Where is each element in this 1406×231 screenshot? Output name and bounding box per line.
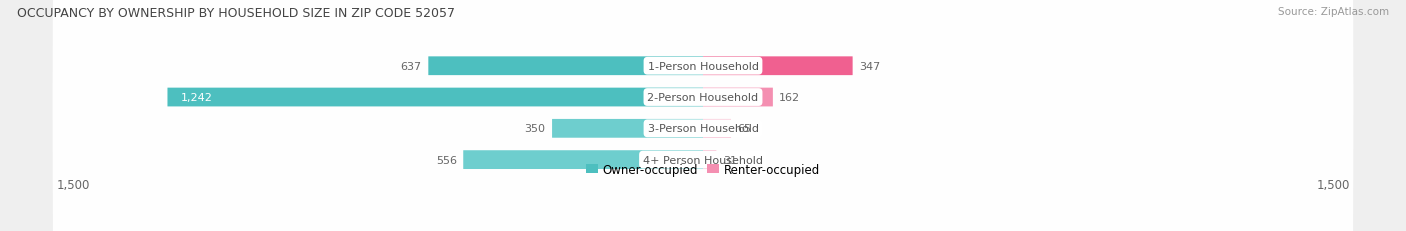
FancyBboxPatch shape	[703, 57, 852, 76]
FancyBboxPatch shape	[53, 0, 1353, 231]
FancyBboxPatch shape	[53, 0, 1353, 231]
Text: 2-Person Household: 2-Person Household	[647, 93, 759, 103]
Text: 3-Person Household: 3-Person Household	[648, 124, 758, 134]
Text: 556: 556	[436, 155, 457, 165]
Text: 1,242: 1,242	[180, 93, 212, 103]
Text: Source: ZipAtlas.com: Source: ZipAtlas.com	[1278, 7, 1389, 17]
FancyBboxPatch shape	[463, 151, 703, 169]
Text: 65: 65	[738, 124, 751, 134]
Text: 1,500: 1,500	[56, 178, 90, 191]
FancyBboxPatch shape	[553, 119, 703, 138]
Text: 1-Person Household: 1-Person Household	[648, 61, 758, 71]
FancyBboxPatch shape	[53, 0, 1353, 231]
Legend: Owner-occupied, Renter-occupied: Owner-occupied, Renter-occupied	[581, 159, 825, 181]
Text: 637: 637	[401, 61, 422, 71]
FancyBboxPatch shape	[703, 88, 773, 107]
FancyBboxPatch shape	[429, 57, 703, 76]
FancyBboxPatch shape	[703, 119, 731, 138]
Text: OCCUPANCY BY OWNERSHIP BY HOUSEHOLD SIZE IN ZIP CODE 52057: OCCUPANCY BY OWNERSHIP BY HOUSEHOLD SIZE…	[17, 7, 456, 20]
FancyBboxPatch shape	[167, 88, 703, 107]
Text: 1,500: 1,500	[1316, 178, 1350, 191]
FancyBboxPatch shape	[703, 151, 717, 169]
Text: 347: 347	[859, 61, 880, 71]
Text: 162: 162	[779, 93, 800, 103]
FancyBboxPatch shape	[53, 0, 1353, 231]
Text: 31: 31	[723, 155, 737, 165]
Text: 350: 350	[524, 124, 546, 134]
Text: 4+ Person Household: 4+ Person Household	[643, 155, 763, 165]
